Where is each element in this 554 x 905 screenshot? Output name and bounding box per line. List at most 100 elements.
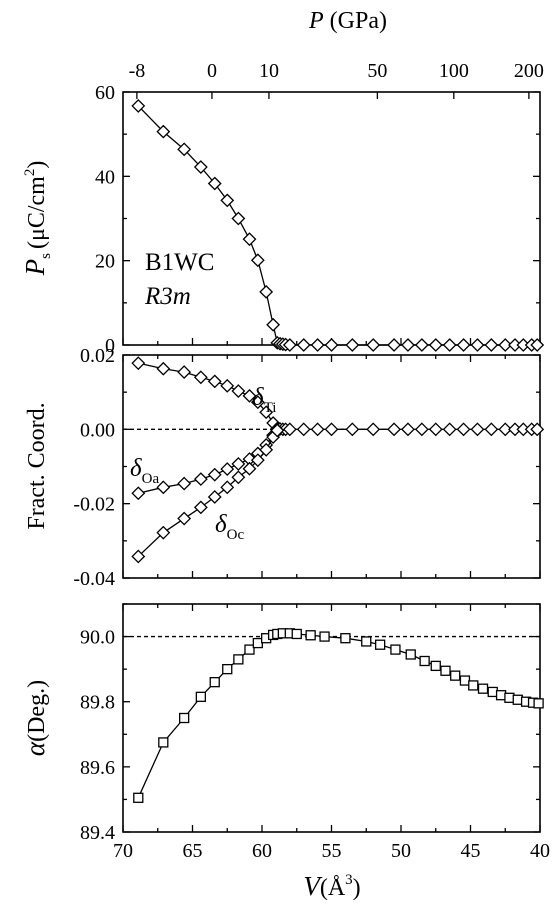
data-point	[530, 422, 545, 437]
data-point	[231, 211, 246, 226]
data-point	[405, 649, 416, 660]
data-point	[459, 675, 471, 686]
data-point	[193, 500, 208, 515]
data-point	[456, 338, 471, 352]
data-point	[220, 462, 235, 477]
y-tick-label: 89.4	[80, 822, 115, 844]
y-tick-label: -0.02	[73, 494, 115, 516]
data-point	[291, 628, 302, 640]
x-tick-label: 50	[391, 840, 411, 862]
data-point	[470, 338, 485, 352]
y-tick-label: 20	[95, 251, 115, 273]
data-point	[259, 442, 274, 457]
data-point	[484, 338, 499, 352]
data-point	[504, 692, 515, 703]
tick-labels: -8 0 10 50 100 200 70 65 60 55 50 45 40 0 20 40 60 -0.04 -…	[73, 60, 550, 862]
data-point	[487, 686, 498, 698]
data-point	[177, 511, 192, 526]
data-series	[131, 98, 545, 803]
data-point	[401, 422, 415, 437]
panel-middle-ylabel: Fract. Coord.	[24, 402, 50, 529]
data-point	[233, 654, 244, 665]
data-point	[231, 384, 246, 398]
axis-ticks	[122, 91, 541, 833]
data-point	[442, 422, 457, 437]
series-line	[137, 632, 539, 799]
data-point	[195, 691, 206, 702]
y-tick-label: 0.00	[80, 419, 115, 441]
data-point	[484, 422, 499, 437]
data-point	[156, 361, 171, 376]
data-point	[498, 422, 513, 437]
x-tick-label: 40	[530, 840, 550, 862]
data-point	[220, 480, 235, 495]
data-point	[428, 422, 443, 437]
series-label-ti: δTi	[252, 384, 276, 416]
data-point	[131, 549, 146, 564]
data-point	[242, 232, 257, 247]
data-point	[374, 639, 386, 650]
data-point	[250, 395, 265, 410]
y-tick-label: 89.8	[80, 692, 115, 714]
y-tick-label: 0	[105, 335, 115, 357]
data-point	[207, 374, 222, 389]
data-point	[207, 490, 222, 504]
y-tick-label: -0.04	[73, 568, 115, 590]
pressure-tick-label: -8	[129, 60, 146, 82]
data-point	[156, 480, 171, 495]
data-point	[156, 124, 171, 139]
data-point	[305, 630, 316, 641]
x-tick-label: 65	[183, 840, 203, 862]
series-label-oa: δOa	[130, 455, 159, 487]
pressure-tick-label: 100	[439, 60, 469, 82]
data-point	[387, 422, 401, 437]
data-point	[259, 284, 274, 299]
data-point	[361, 636, 372, 647]
data-point	[366, 422, 381, 437]
y-tick-label: 60	[95, 82, 115, 104]
x-tick-label: 60	[252, 840, 272, 862]
data-point	[414, 422, 429, 437]
data-point	[366, 338, 381, 352]
data-point	[156, 525, 171, 540]
data-point	[477, 683, 489, 694]
data-point	[220, 193, 235, 208]
data-point	[512, 694, 523, 705]
pressure-tick-label: 0	[207, 60, 217, 82]
panel-top-ylabel: Ps(μC/cm2)	[20, 161, 54, 277]
data-point	[533, 698, 544, 709]
series-label-oc: δOc	[215, 511, 244, 543]
data-point	[250, 253, 265, 268]
y-tick-label: 0.02	[80, 345, 115, 367]
data-point	[468, 680, 479, 691]
data-point	[310, 422, 325, 437]
data-point	[456, 422, 471, 437]
top-axis-label: P (GPa)	[308, 8, 387, 34]
space-group-label: R3m	[144, 283, 191, 310]
data-point	[495, 690, 507, 701]
data-point	[498, 338, 513, 352]
data-point	[414, 338, 429, 352]
data-point	[250, 453, 265, 468]
data-point	[207, 467, 222, 482]
structure-label: B1WC	[145, 249, 214, 276]
data-point	[324, 338, 339, 352]
data-point	[387, 338, 401, 352]
data-point	[133, 792, 144, 803]
data-point	[242, 461, 257, 476]
data-point	[282, 338, 297, 352]
data-point	[177, 365, 192, 380]
data-point	[131, 98, 146, 113]
data-point	[222, 663, 233, 675]
data-point	[193, 472, 208, 487]
data-point	[244, 644, 255, 655]
data-point	[177, 142, 192, 157]
y-tick-label: 89.6	[80, 757, 115, 779]
data-point	[231, 470, 246, 485]
x-tick-label: 70	[113, 840, 133, 862]
data-point	[209, 677, 220, 688]
data-point	[428, 338, 443, 352]
data-point	[131, 356, 146, 371]
data-point	[450, 670, 461, 681]
bottom-axis-label: V(Å3)	[303, 871, 360, 901]
